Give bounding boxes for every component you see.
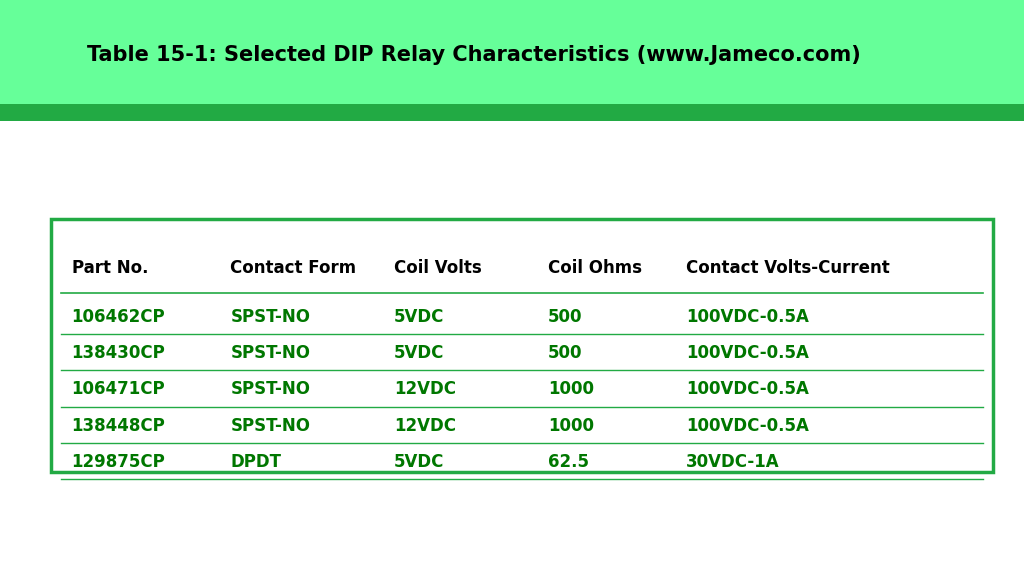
FancyBboxPatch shape bbox=[0, 121, 1024, 576]
Text: 1000: 1000 bbox=[548, 416, 594, 435]
Text: Coil Volts: Coil Volts bbox=[394, 259, 482, 277]
Text: 138430CP: 138430CP bbox=[72, 344, 166, 362]
Text: SPST-NO: SPST-NO bbox=[230, 344, 310, 362]
Text: Contact Volts-Current: Contact Volts-Current bbox=[686, 259, 890, 277]
Text: SPST-NO: SPST-NO bbox=[230, 308, 310, 326]
Text: 100VDC-0.5A: 100VDC-0.5A bbox=[686, 308, 809, 326]
Text: 500: 500 bbox=[548, 344, 583, 362]
Text: 106462CP: 106462CP bbox=[72, 308, 165, 326]
Text: 100VDC-0.5A: 100VDC-0.5A bbox=[686, 416, 809, 435]
Text: 5VDC: 5VDC bbox=[394, 308, 444, 326]
Text: Coil Ohms: Coil Ohms bbox=[548, 259, 642, 277]
Text: 1000: 1000 bbox=[548, 380, 594, 399]
Text: 500: 500 bbox=[548, 308, 583, 326]
FancyBboxPatch shape bbox=[0, 104, 1024, 121]
Text: Part No.: Part No. bbox=[72, 259, 148, 277]
FancyBboxPatch shape bbox=[51, 219, 993, 472]
Text: 12VDC: 12VDC bbox=[394, 416, 457, 435]
Text: 100VDC-0.5A: 100VDC-0.5A bbox=[686, 380, 809, 399]
FancyBboxPatch shape bbox=[0, 0, 1024, 104]
Text: DPDT: DPDT bbox=[230, 453, 282, 471]
Text: 62.5: 62.5 bbox=[548, 453, 589, 471]
Text: SPST-NO: SPST-NO bbox=[230, 416, 310, 435]
Text: 129875CP: 129875CP bbox=[72, 453, 166, 471]
Text: SPST-NO: SPST-NO bbox=[230, 380, 310, 399]
Text: 100VDC-0.5A: 100VDC-0.5A bbox=[686, 344, 809, 362]
Text: 106471CP: 106471CP bbox=[72, 380, 165, 399]
Text: Contact Form: Contact Form bbox=[230, 259, 356, 277]
Text: 30VDC-1A: 30VDC-1A bbox=[686, 453, 779, 471]
Text: 5VDC: 5VDC bbox=[394, 453, 444, 471]
Text: 12VDC: 12VDC bbox=[394, 380, 457, 399]
Text: Table 15-1: Selected DIP Relay Characteristics (www.Jameco.com): Table 15-1: Selected DIP Relay Character… bbox=[87, 45, 861, 65]
Text: 138448CP: 138448CP bbox=[72, 416, 166, 435]
Text: 5VDC: 5VDC bbox=[394, 344, 444, 362]
